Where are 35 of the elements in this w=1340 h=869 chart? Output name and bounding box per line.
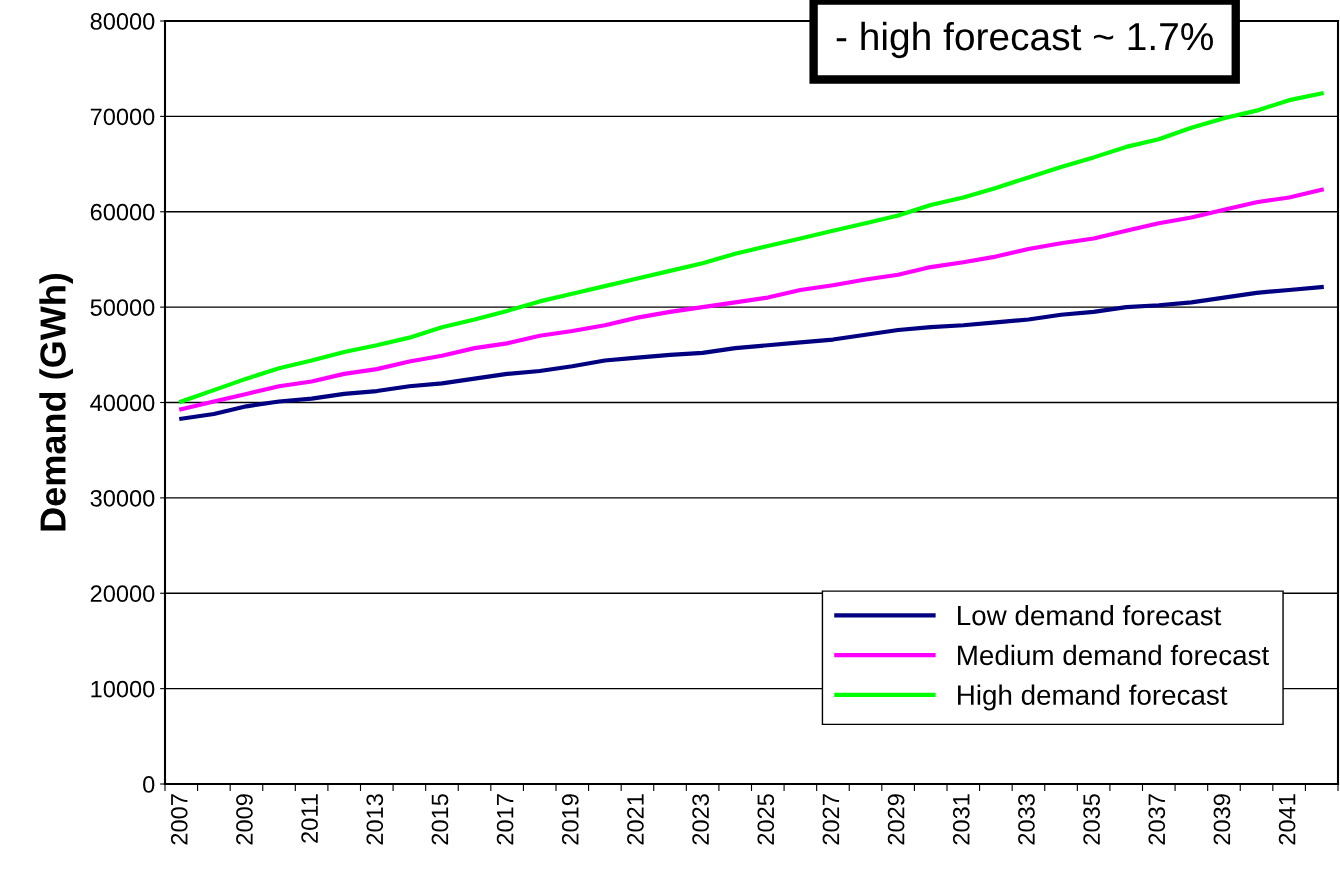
y-tick-label: 70000 <box>90 108 155 126</box>
x-tick-label: 2035 <box>1083 794 1100 845</box>
x-tick-label: 2023 <box>692 794 709 845</box>
x-tick-label: 2013 <box>366 794 384 845</box>
x-tick-label: 2019 <box>561 794 579 845</box>
x-tick-label: 2037 <box>1148 794 1166 845</box>
x-tick-label: 2031 <box>952 794 970 845</box>
line-series <box>179 285 1324 421</box>
y-tick-label: 0 <box>143 776 155 793</box>
x-tick-label: 2033 <box>1018 794 1035 845</box>
x-tick-label: 2009 <box>236 794 253 845</box>
line-series <box>179 187 1324 412</box>
x-tick-label: 2041 <box>1278 794 1296 845</box>
y-tick-label: 40000 <box>90 394 155 412</box>
x-tick-label: 2007 <box>170 794 188 845</box>
y-tick-label: 10000 <box>91 680 155 698</box>
x-tick-label: 2029 <box>887 794 905 845</box>
y-tick-label: 50000 <box>90 299 155 316</box>
x-tick-label: 2017 <box>496 794 514 845</box>
legend-label: Low demand forecast <box>958 604 1222 626</box>
y-tick-label: 80000 <box>90 13 155 30</box>
y-tick-label: 30000 <box>90 489 155 507</box>
y-tick-label: 60000 <box>90 203 155 221</box>
line-series <box>179 91 1324 404</box>
x-tick-label: 2027 <box>822 794 840 845</box>
annotation: - high forecast ~ 1.7% <box>836 21 1213 59</box>
legend-label: High demand forecast <box>958 684 1228 711</box>
x-tick-label: 2039 <box>1213 794 1231 845</box>
x-tick-label: 2025 <box>757 794 775 845</box>
y-tick-label: 20000 <box>90 585 155 603</box>
x-tick-label: 2015 <box>431 794 449 845</box>
y-axis-title: Demand (GWh) <box>39 273 73 531</box>
x-tick-label: 2021 <box>627 794 644 845</box>
legend-label: Medium demand forecast <box>958 644 1269 666</box>
x-tick-label: 2011 <box>301 794 318 843</box>
